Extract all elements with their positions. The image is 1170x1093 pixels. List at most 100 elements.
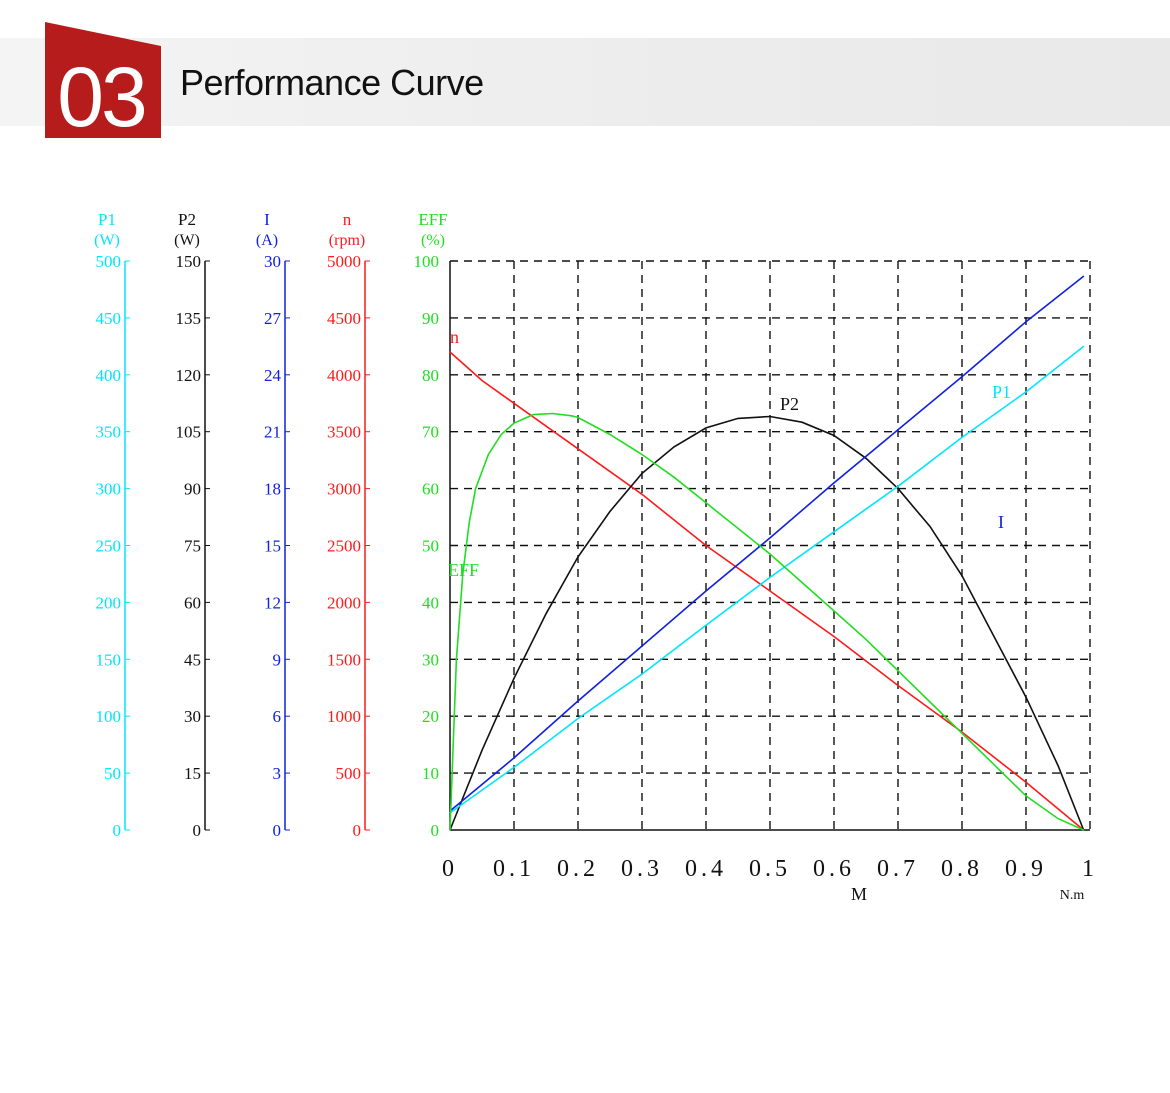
- data-point: [769, 415, 771, 418]
- y-tick-label: 0: [113, 821, 122, 840]
- series-label: P2: [780, 394, 799, 414]
- x-axis-unit: N.m: [1060, 888, 1085, 903]
- y-axis-unit: (rpm): [329, 232, 365, 249]
- data-point: [1083, 829, 1085, 831]
- data-point: [1025, 391, 1027, 393]
- data-point: [1025, 321, 1027, 323]
- y-tick-label: 18: [264, 480, 281, 499]
- data-point: [833, 610, 835, 612]
- data-point: [897, 429, 899, 431]
- series-lines: n P2 P1 I EFF: [448, 275, 1085, 831]
- data-point: [641, 673, 643, 675]
- data-point: [609, 433, 611, 436]
- x-tick-label: 0.8: [941, 856, 983, 882]
- y-axis-unit: (W): [94, 232, 120, 249]
- y-tick-label: 9: [273, 650, 282, 669]
- y-tick-label: 150: [96, 650, 122, 669]
- y-tick-label: 30: [422, 650, 439, 669]
- y-tick-label: 15: [264, 537, 281, 556]
- y-tick-label: 75: [184, 537, 201, 556]
- y-axis-i: 0 3 6 9 12 15 18 21 24 27 30 I (A): [256, 210, 290, 840]
- y-tick-label: 350: [96, 423, 122, 442]
- data-point: [833, 434, 835, 437]
- data-point: [571, 415, 573, 417]
- data-point: [961, 376, 963, 378]
- data-point: [897, 488, 899, 490]
- data-point: [1057, 818, 1059, 820]
- y-tick-label: 90: [422, 309, 439, 328]
- data-point: [641, 453, 643, 456]
- y-tick-label: 60: [184, 593, 201, 612]
- y-axis-unit: (A): [256, 232, 278, 249]
- data-point: [769, 576, 771, 579]
- y-axis-unit: (W): [174, 232, 200, 249]
- y-tick-label: 70: [422, 423, 439, 442]
- y-tick-label: 300: [96, 480, 122, 499]
- data-point: [865, 457, 867, 459]
- y-axes: 050100150200250300350400450500P1(W)01530…: [94, 210, 448, 840]
- data-point: [455, 658, 457, 660]
- y-tick-label: 0: [273, 821, 282, 840]
- y-tick-label: 1000: [327, 707, 361, 726]
- y-tick-label: 30: [184, 707, 201, 726]
- y-tick-label: 0: [431, 821, 440, 840]
- data-point: [545, 613, 547, 615]
- data-point: [705, 544, 707, 547]
- y-tick-label: 30: [264, 252, 281, 271]
- data-point: [737, 417, 739, 419]
- data-point: [513, 422, 515, 424]
- y-tick-label: 21: [264, 423, 281, 442]
- data-point: [897, 485, 899, 487]
- y-axis-name: n: [343, 210, 352, 229]
- data-point: [641, 493, 643, 495]
- data-point: [705, 502, 707, 504]
- data-point: [551, 412, 554, 415]
- data-point: [769, 590, 771, 592]
- x-tick-label: 0: [442, 856, 458, 882]
- data-point: [1025, 696, 1027, 698]
- x-tick-label: 0.5: [749, 856, 791, 882]
- y-tick-label: 3500: [327, 423, 361, 442]
- data-point: [961, 732, 963, 734]
- data-point: [1025, 781, 1027, 783]
- x-tick-label: 0.2: [557, 856, 599, 882]
- data-point: [801, 421, 803, 423]
- data-point: [801, 581, 803, 584]
- data-point: [1083, 275, 1085, 277]
- y-axis-p2: 0 15 30 45 60 75 90 105 120 135 150 P2 (W): [174, 210, 210, 840]
- y-tick-label: 2500: [327, 537, 361, 556]
- y-tick-label: 100: [96, 707, 122, 726]
- series-p1: P1: [449, 345, 1085, 814]
- data-point: [929, 701, 931, 703]
- y-axis-name: EFF: [418, 210, 447, 229]
- data-point: [577, 717, 579, 720]
- y-tick-label: 80: [422, 366, 439, 385]
- y-tick-label: 0: [353, 821, 362, 840]
- y-tick-label: 5000: [327, 252, 361, 271]
- y-tick-label: 3000: [327, 480, 361, 499]
- data-point: [705, 590, 707, 592]
- data-point: [769, 537, 771, 539]
- y-tick-label: 500: [96, 252, 122, 271]
- series-label: EFF: [448, 560, 479, 580]
- y-tick-label: 90: [184, 480, 201, 499]
- data-point: [865, 638, 867, 641]
- y-tick-label: 50: [422, 537, 439, 556]
- grid: [449, 260, 1091, 831]
- y-tick-label: 10: [422, 764, 439, 783]
- data-point: [609, 510, 611, 512]
- x-tick-label: 0.7: [877, 856, 919, 882]
- data-point: [462, 573, 464, 575]
- data-point: [577, 700, 579, 702]
- y-tick-label: 135: [176, 309, 202, 328]
- x-tick-label: 0.6: [813, 856, 855, 882]
- x-tick-label: 1: [1082, 856, 1098, 882]
- y-tick-label: 27: [264, 309, 282, 328]
- y-tick-label: 15: [184, 764, 201, 783]
- y-axis-name: P1: [98, 210, 116, 229]
- x-tick-label: 0.3: [621, 856, 663, 882]
- data-point: [641, 645, 643, 647]
- y-axis-p1: 0 50 100 150 200 250 300 350 400 450 500 P1 (W): [94, 210, 130, 840]
- data-point: [897, 684, 899, 687]
- y-tick-label: 150: [176, 252, 202, 271]
